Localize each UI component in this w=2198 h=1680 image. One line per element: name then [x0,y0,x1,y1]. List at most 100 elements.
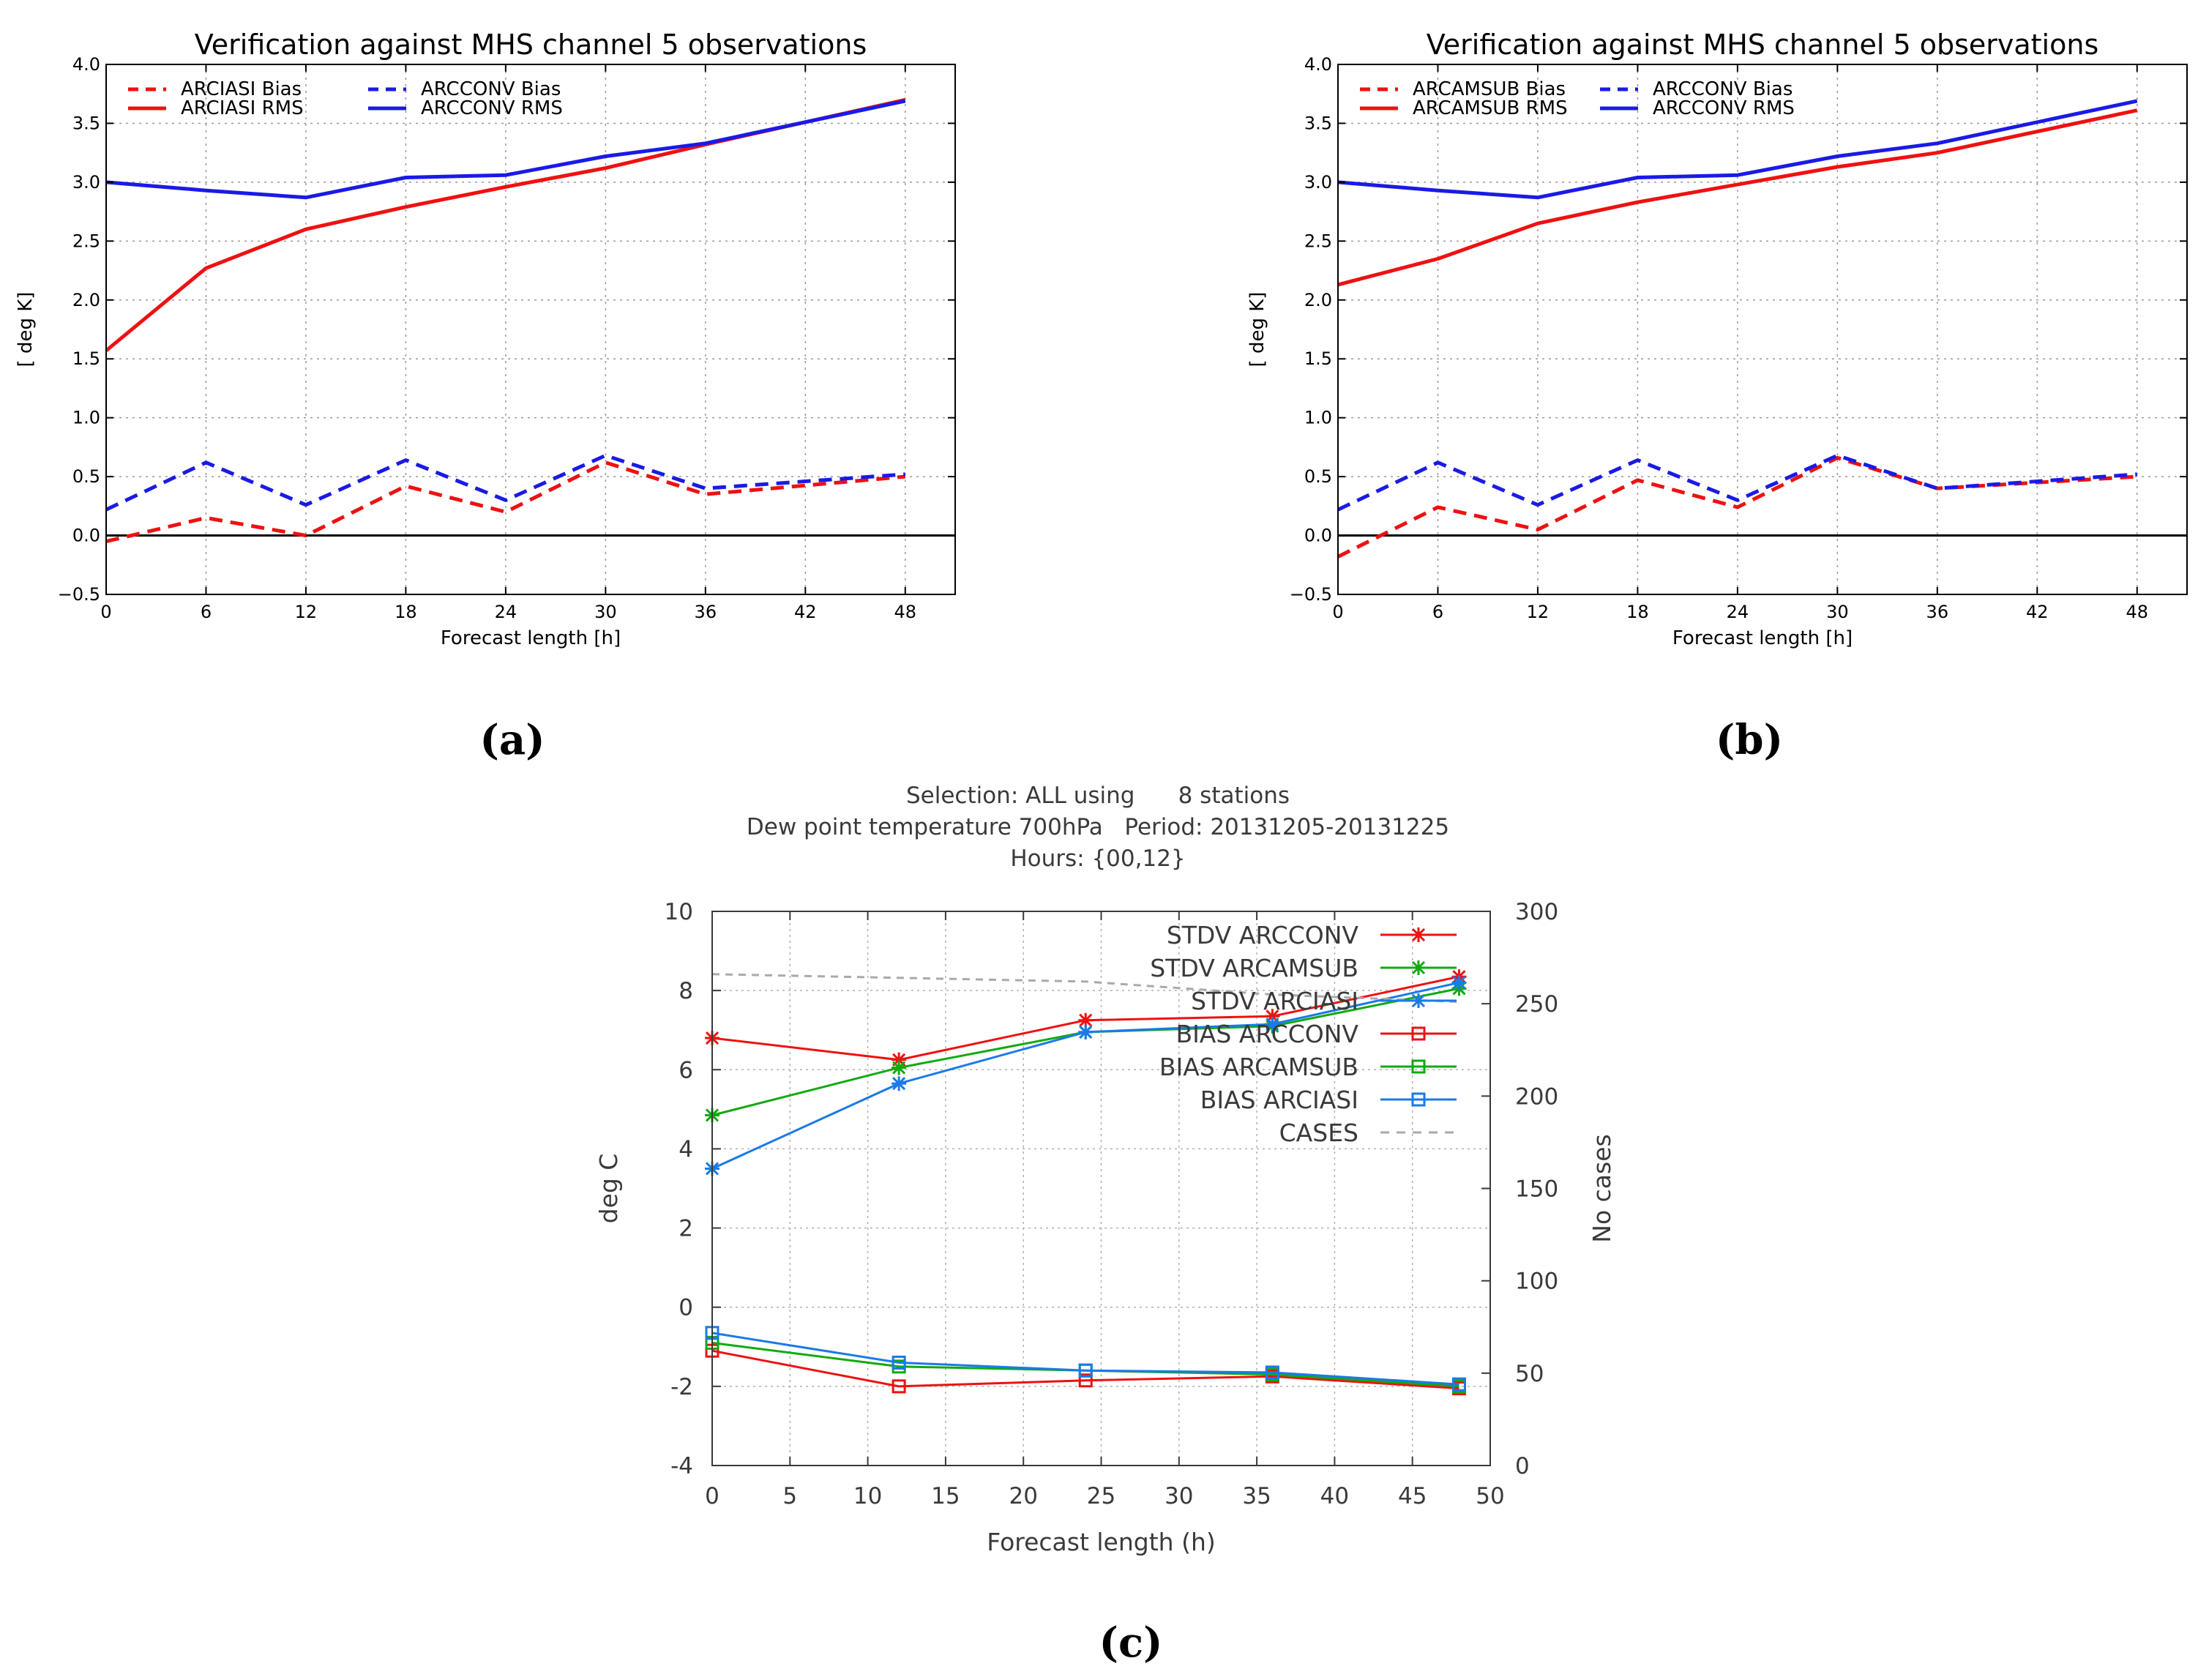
x-tick-label: 25 [1087,1483,1115,1509]
legend-label: ARCCONV RMS [421,97,563,119]
x-tick-label: 6 [201,602,212,622]
x-tick-label: 42 [794,602,817,622]
series-line-arciasi-rms [105,97,906,352]
legend-label: ARCCONV Bias [421,78,561,100]
chart-title-line: Selection: ALL using 8 stations [906,783,1290,809]
series-line-arcconv-rms [105,99,906,200]
legend-label: ARCAMSUB RMS [1413,97,1568,119]
y-tick-label: 2 [679,1216,693,1242]
x-tick-label: 50 [1476,1483,1504,1509]
legend-label: CASES [1279,1119,1358,1147]
x-tick-label: 40 [1320,1483,1349,1509]
y-tick-label: 0 [679,1295,693,1321]
y2-tick-label: 300 [1515,899,1558,925]
y-tick-label: 1.5 [72,348,100,369]
x-tick-label: 36 [1926,602,1949,622]
x-tick-label: 18 [1626,602,1649,622]
x-tick-label: 15 [931,1483,960,1509]
x-tick-label: 42 [2026,602,2049,622]
data-point-bias-arcconv [891,1379,906,1394]
y-tick-label: 3.0 [1304,172,1332,193]
y-tick-label: 1.0 [72,408,100,428]
legend-label: ARCCONV Bias [1653,78,1793,100]
x-tick-label: 18 [395,602,417,622]
x-tick-label: 6 [1432,602,1443,622]
y-tick-label: 6 [679,1057,693,1083]
legend-label: STDV ARCIASI [1191,987,1358,1015]
panel-label: (c) [1099,1619,1162,1667]
x-tick-label: 48 [2126,602,2148,622]
y-tick-label: 10 [665,899,693,925]
data-point-stdv-arciasi [1265,1017,1280,1032]
y-tick-label: 0.5 [72,466,100,487]
data-point-stdv-arcconv [891,1052,907,1067]
x-tick-label: 5 [782,1483,797,1509]
x-tick-label: 12 [295,602,318,622]
x-tick-label: 45 [1398,1483,1427,1509]
series-line-arciasi-bias [105,460,906,544]
data-point-stdv-arciasi [1078,1024,1094,1039]
y-tick-label: 0.0 [1304,526,1332,546]
x-tick-label: 20 [1009,1483,1037,1509]
x-tick-label: 48 [894,602,916,622]
y-axis-label: deg C [594,1154,623,1224]
data-point-bias-arciasi [1265,1365,1279,1380]
y2-tick-label: 200 [1515,1083,1558,1110]
x-tick-label: 0 [100,602,111,622]
legend-label: BIAS ARCCONV [1175,1020,1358,1048]
y-tick-label: 3.5 [72,113,100,133]
y-tick-label: 0.5 [1304,466,1332,487]
chart-title: Verification against MHS channel 5 obser… [1427,29,2099,61]
x-tick-label: 30 [1165,1483,1193,1509]
x-axis-label: Forecast length [h] [441,627,621,649]
legend-label: ARCIASI RMS [181,97,304,119]
y-axis-label: [ deg K] [15,292,37,367]
data-point-stdv-arcamsub [891,1060,907,1075]
panel-label: (a) [479,716,545,764]
panel-b: Verification against MHS channel 5 obser… [1246,29,2188,764]
panel-label: (b) [1716,716,1783,764]
data-point-stdv-arciasi [1451,975,1467,990]
legend-label: ARCCONV RMS [1653,97,1795,119]
legend-label: ARCAMSUB Bias [1413,78,1566,100]
y-tick-label: −0.5 [58,584,100,605]
legend-marker-bias-arciasi [1411,1092,1426,1107]
data-point-bias-arcconv [1078,1373,1093,1388]
y-tick-label: 2.5 [72,231,100,251]
y2-axis-label: No cases [1588,1134,1616,1242]
panel-c: Selection: ALL using 8 stations Dew point… [594,783,1616,1667]
series-line-bias-arciasi [711,1332,1459,1386]
x-tick-label: 24 [495,602,517,622]
legend-marker-stdv-arciasi [1411,993,1426,1008]
legend-label: STDV ARCAMSUB [1150,954,1358,982]
series-line-arcamsub-bias [1337,455,2137,559]
x-tick-label: 12 [1527,602,1550,622]
series-line-arcconv-rms [1337,99,2138,200]
y-tick-label: 4.0 [1304,54,1332,75]
y2-tick-label: 100 [1515,1269,1558,1295]
series-line-arcconv-bias [105,453,905,512]
data-point-stdv-arciasi [891,1076,907,1091]
x-axis-label: Forecast length [h] [1672,627,1853,649]
x-tick-label: 30 [1826,602,1849,622]
data-point-bias-arciasi [1451,1377,1466,1392]
legend-label: BIAS ARCAMSUB [1159,1053,1358,1081]
series-line-cases [711,973,1459,1004]
legend-marker-bias-arcconv [1411,1026,1426,1041]
series-line-arcconv-bias [1337,453,2137,512]
series-line-bias-arcconv [711,1349,1459,1390]
data-point-stdv-arcconv [1265,1009,1280,1024]
y-tick-label: 4 [679,1136,693,1162]
legend-label: BIAS ARCIASI [1200,1086,1358,1114]
x-tick-label: 10 [853,1483,882,1509]
legend-marker-stdv-arcconv [1411,927,1426,942]
x-tick-label: 36 [695,602,717,622]
y-axis-label: [ deg K] [1246,292,1268,367]
x-tick-label: 0 [705,1483,719,1509]
y-tick-label: 0.0 [72,526,100,546]
x-tick-label: 30 [594,602,617,622]
series-line-arcamsub-rms [1337,108,2138,287]
plot-frame [105,64,956,595]
x-tick-label: 0 [1332,602,1343,622]
